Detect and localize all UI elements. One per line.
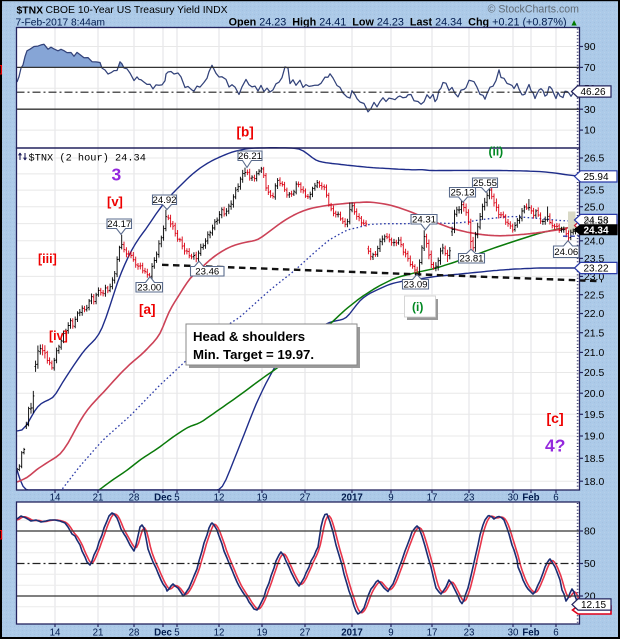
svg-text:7-Feb-2017 8:44am: 7-Feb-2017 8:44am <box>16 18 105 29</box>
svg-text:19: 19 <box>257 628 268 639</box>
svg-text:23.0: 23.0 <box>584 272 604 283</box>
svg-text:30: 30 <box>508 493 519 504</box>
svg-text:24.58: 24.58 <box>584 216 609 227</box>
svg-text:24.31: 24.31 <box>412 215 436 226</box>
svg-text:$TNX (2 hour) 24.34: $TNX (2 hour) 24.34 <box>29 153 146 165</box>
svg-text:26.5: 26.5 <box>584 154 604 165</box>
svg-text:19.0: 19.0 <box>584 432 604 443</box>
svg-text:22.5: 22.5 <box>584 290 604 301</box>
svg-text:2017: 2017 <box>341 628 363 639</box>
svg-text:[b]: [b] <box>237 125 254 140</box>
svg-text:Feb: Feb <box>522 628 539 639</box>
svg-text:14: 14 <box>50 628 61 639</box>
svg-text:28: 28 <box>129 628 140 639</box>
svg-text:90: 90 <box>584 42 596 53</box>
svg-text:Head & shoulders: Head & shoulders <box>193 329 305 344</box>
svg-text:24.92: 24.92 <box>152 195 176 206</box>
svg-text:27: 27 <box>300 493 311 504</box>
svg-text:30: 30 <box>584 105 596 116</box>
svg-text:20.0: 20.0 <box>584 389 604 400</box>
svg-text:12: 12 <box>214 628 225 639</box>
svg-text:Min. Target = 19.97.: Min. Target = 19.97. <box>193 347 314 362</box>
svg-text:9: 9 <box>388 628 393 639</box>
svg-text:24.0: 24.0 <box>584 236 604 247</box>
svg-text:23.46: 23.46 <box>195 267 219 278</box>
svg-text:(i): (i) <box>412 300 423 314</box>
svg-text:5: 5 <box>174 628 179 639</box>
svg-text:6: 6 <box>553 493 558 504</box>
svg-text:Open 24.23 High 24.41 Low 24: Open 24.23 High 24.41 Low 24.23 Last 24.… <box>229 17 579 29</box>
svg-text:[a]: [a] <box>139 302 156 317</box>
svg-text:12: 12 <box>214 493 225 504</box>
svg-text:24.41: 24.41 <box>584 218 609 229</box>
svg-text:23.22: 23.22 <box>584 264 609 275</box>
svg-text:Dec: Dec <box>154 628 172 639</box>
svg-text:4?: 4? <box>545 436 565 456</box>
svg-text:18.0: 18.0 <box>584 477 604 488</box>
svg-text:20.5: 20.5 <box>584 368 604 379</box>
svg-text:25.13: 25.13 <box>450 188 474 199</box>
svg-text:$TNX: $TNX <box>17 6 44 17</box>
svg-text:]: ] <box>0 529 3 541</box>
svg-text:]: ] <box>0 65 3 76</box>
svg-text:22.0: 22.0 <box>584 309 604 320</box>
svg-text:18.5: 18.5 <box>584 454 604 465</box>
svg-text:25.55: 25.55 <box>473 178 497 189</box>
svg-text:9: 9 <box>388 493 393 504</box>
svg-text:[iii]: [iii] <box>38 252 57 266</box>
svg-text:25.0: 25.0 <box>584 202 604 213</box>
svg-text:17: 17 <box>427 628 438 639</box>
svg-text:19.5: 19.5 <box>584 410 604 421</box>
svg-text:21.0: 21.0 <box>584 348 604 359</box>
svg-text:21.5: 21.5 <box>584 328 604 339</box>
svg-text:21: 21 <box>93 493 104 504</box>
svg-text:80: 80 <box>584 527 596 538</box>
svg-text:CBOE 10-Year US Treasury Yield: CBOE 10-Year US Treasury Yield INDX <box>46 5 228 16</box>
svg-text:3: 3 <box>112 165 122 185</box>
svg-text:30: 30 <box>508 628 519 639</box>
svg-text:26.21: 26.21 <box>238 151 262 162</box>
svg-text:23.09: 23.09 <box>403 280 427 291</box>
svg-text:27: 27 <box>300 628 311 639</box>
svg-text:70: 70 <box>584 63 596 74</box>
svg-text:24.17: 24.17 <box>107 219 131 230</box>
svg-text:6: 6 <box>553 628 558 639</box>
svg-text:Dec: Dec <box>154 493 172 504</box>
svg-text:Feb: Feb <box>522 493 539 504</box>
svg-text:25.94: 25.94 <box>584 172 609 183</box>
svg-text:5: 5 <box>174 493 179 504</box>
svg-text:25.5: 25.5 <box>584 186 604 197</box>
svg-text:2017: 2017 <box>341 493 363 504</box>
svg-text:23.81: 23.81 <box>459 254 483 265</box>
svg-text:© StockCharts.com: © StockCharts.com <box>488 4 580 16</box>
svg-text:24.34: 24.34 <box>584 225 609 236</box>
svg-text:28: 28 <box>129 493 140 504</box>
svg-text:23.5: 23.5 <box>584 254 604 265</box>
svg-text:21: 21 <box>93 628 104 639</box>
svg-text:[iv]: [iv] <box>49 329 68 343</box>
svg-text:23.00: 23.00 <box>137 283 161 294</box>
svg-text:19: 19 <box>257 493 268 504</box>
svg-text:10: 10 <box>584 126 596 137</box>
svg-text:23: 23 <box>464 628 475 639</box>
svg-text:20: 20 <box>584 592 596 603</box>
svg-text:[c]: [c] <box>547 410 564 426</box>
svg-text:17: 17 <box>427 493 438 504</box>
svg-text:14: 14 <box>50 493 61 504</box>
svg-text:23: 23 <box>464 493 475 504</box>
svg-text:12.15: 12.15 <box>581 600 606 611</box>
svg-text:46.26: 46.26 <box>581 87 606 98</box>
svg-text:24.06: 24.06 <box>554 247 578 258</box>
svg-text:(ii): (ii) <box>489 145 504 159</box>
svg-text:50: 50 <box>584 559 596 570</box>
svg-text:[v]: [v] <box>107 194 123 209</box>
